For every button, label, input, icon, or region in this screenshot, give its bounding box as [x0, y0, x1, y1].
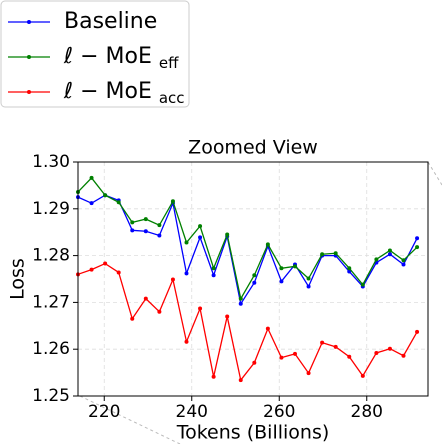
point	[293, 264, 297, 269]
x-tick-label: 260	[263, 402, 295, 422]
point	[293, 351, 297, 356]
point	[184, 240, 189, 245]
point	[279, 355, 284, 360]
legend-label: Baseline	[64, 9, 157, 34]
plot-frame	[77, 161, 429, 397]
point	[89, 267, 94, 272]
point	[252, 273, 257, 278]
legend-marker	[27, 55, 31, 59]
point	[225, 314, 230, 319]
chart-title: Zoomed View	[188, 137, 318, 159]
point	[130, 220, 135, 225]
point	[415, 236, 420, 241]
y-axis-label: Loss	[7, 258, 29, 300]
legend-marker	[27, 90, 31, 94]
point	[184, 271, 189, 276]
point	[225, 232, 230, 237]
point	[401, 353, 406, 358]
point	[347, 266, 352, 271]
point	[279, 266, 284, 271]
point	[265, 326, 270, 331]
point	[238, 301, 243, 306]
point	[360, 282, 365, 287]
point	[211, 374, 216, 379]
legend-box	[0, 0, 190, 108]
point	[157, 233, 162, 238]
point	[184, 339, 189, 344]
series-line	[77, 262, 418, 382]
point	[374, 257, 379, 262]
zoom-connector	[79, 395, 181, 444]
point	[374, 350, 379, 355]
point	[170, 199, 175, 204]
x-tick-label: 240	[176, 402, 208, 422]
point	[198, 235, 203, 240]
point	[306, 284, 311, 289]
point	[238, 378, 243, 383]
y-tick-label: 1.25	[32, 386, 70, 406]
point	[252, 360, 257, 365]
point	[306, 371, 311, 376]
point	[143, 217, 148, 222]
point	[211, 266, 216, 271]
point	[143, 296, 148, 301]
point	[306, 276, 311, 281]
point	[347, 269, 352, 274]
legend-label: ℓ − MoE eff	[63, 44, 179, 72]
x-tick-label: 220	[88, 402, 120, 422]
point	[130, 316, 135, 321]
point	[198, 224, 203, 229]
point	[401, 262, 406, 267]
point	[252, 280, 257, 285]
point	[116, 270, 121, 275]
point	[170, 277, 175, 282]
point	[130, 228, 135, 233]
legend-label: ℓ − MoE acc	[63, 79, 185, 107]
point	[347, 354, 352, 359]
x-tick-label: 280	[351, 402, 383, 422]
point	[143, 229, 148, 234]
point	[265, 242, 270, 247]
point	[89, 175, 94, 180]
point	[320, 252, 325, 257]
legend-marker	[27, 20, 31, 24]
series-line	[77, 194, 418, 306]
point	[103, 193, 108, 198]
point	[238, 296, 243, 301]
point	[333, 251, 338, 256]
point	[320, 340, 325, 345]
point	[157, 223, 162, 228]
y-tick-label: 1.26	[32, 339, 70, 359]
y-tick-label: 1.27	[32, 292, 70, 312]
x-axis-label: Tokens (Billions)	[176, 422, 330, 444]
point	[279, 279, 284, 284]
y-tick-label: 1.29	[32, 199, 70, 219]
y-tick-label: 1.30	[32, 152, 70, 172]
point	[157, 309, 162, 314]
point	[401, 258, 406, 263]
point	[415, 245, 420, 250]
point	[211, 273, 216, 278]
point	[333, 344, 338, 349]
series-line	[77, 176, 418, 301]
point	[103, 261, 108, 266]
point	[360, 373, 365, 378]
point	[116, 200, 121, 205]
point	[415, 329, 420, 334]
zoom-connector	[427, 161, 442, 186]
point	[387, 252, 392, 257]
point	[387, 346, 392, 351]
y-tick-label: 1.28	[32, 246, 70, 266]
point	[387, 248, 392, 253]
point	[198, 306, 203, 311]
point	[89, 201, 94, 206]
